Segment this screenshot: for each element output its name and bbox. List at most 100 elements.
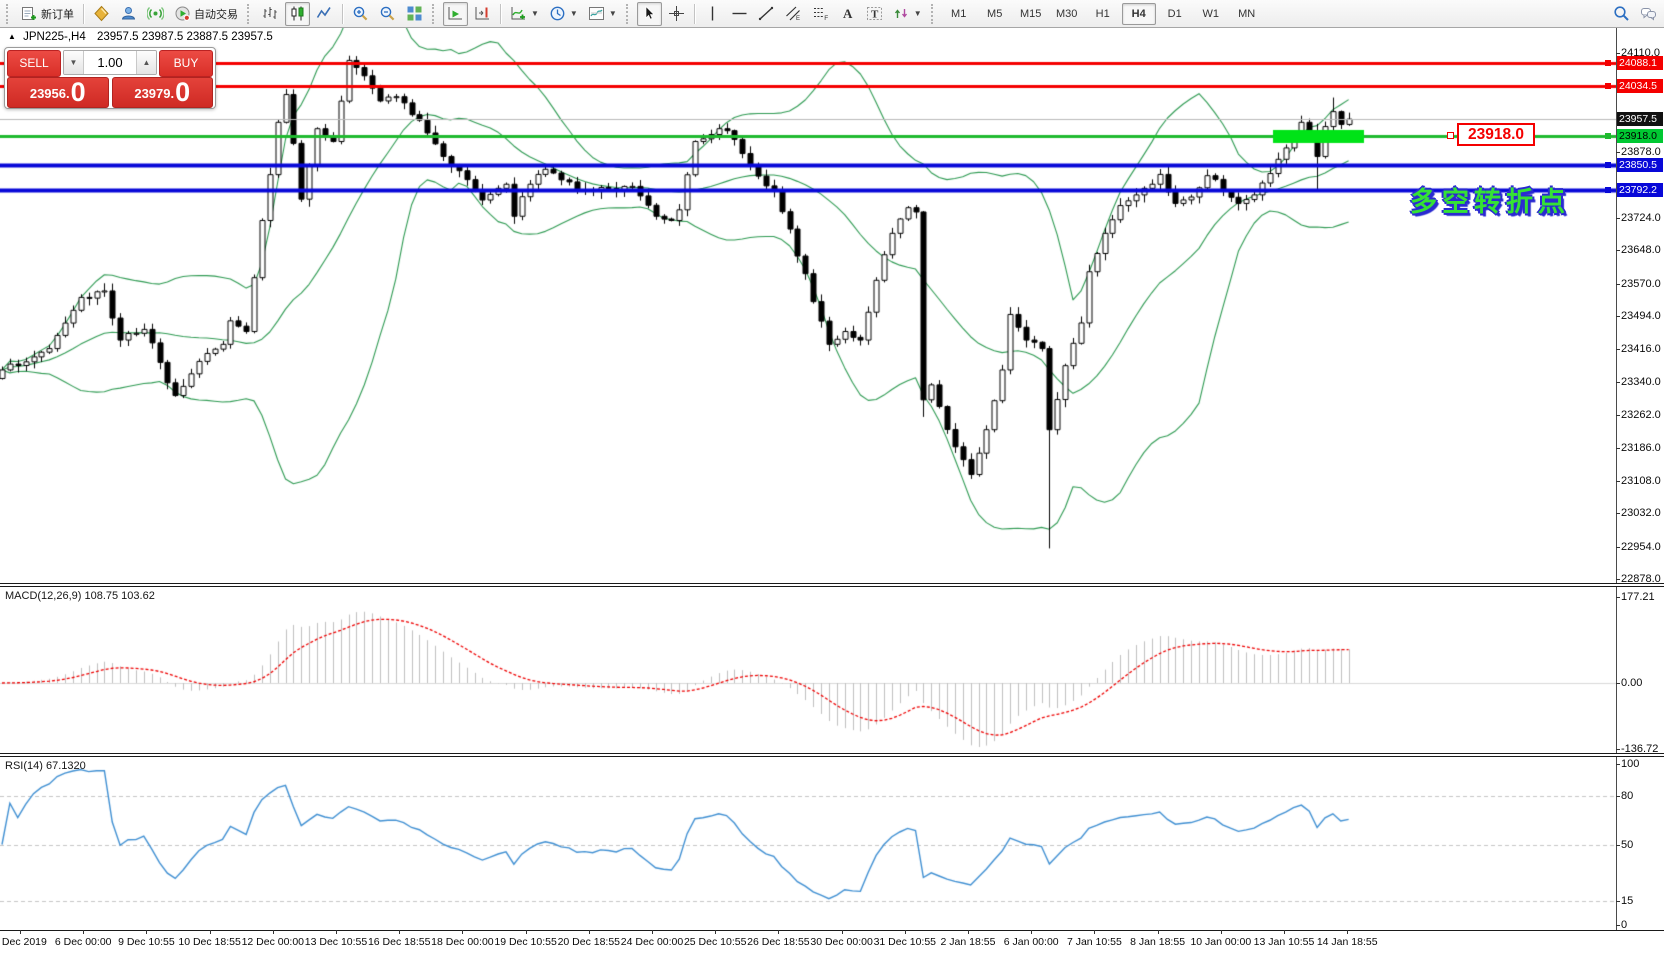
date-tick — [778, 930, 780, 934]
macd-panel-separator[interactable] — [0, 583, 1664, 587]
date-tick — [1094, 930, 1096, 934]
volume-decrease-button[interactable]: ▼ — [64, 51, 84, 74]
timeframe-button-mn[interactable]: MN — [1238, 7, 1256, 20]
horizontal-line-button[interactable] — [727, 2, 752, 26]
zoom-out-button[interactable] — [375, 2, 400, 26]
rsi-tick-label: 15 — [1615, 894, 1634, 907]
autotrade-button[interactable]: 自动交易 — [170, 2, 242, 26]
toolbar-drag-handle[interactable] — [432, 3, 438, 24]
sell-price[interactable]: 23956 . 0 — [7, 77, 109, 108]
timeframe-button-m1[interactable]: M1 — [951, 7, 967, 20]
trendline-button[interactable] — [754, 2, 779, 26]
fibonacci-button[interactable]: F — [808, 2, 833, 26]
linechart-icon — [316, 5, 333, 22]
new-order-button[interactable]: 新订单 — [17, 2, 78, 26]
shapes-icon — [893, 5, 910, 22]
price-tick-label: 22954.0 — [1616, 540, 1661, 553]
toolbar-separator — [693, 3, 695, 24]
text-button[interactable]: A — [835, 2, 860, 26]
clock-icon — [549, 5, 566, 22]
timeframe-button-d1[interactable]: D1 — [1167, 7, 1182, 20]
data-window-button[interactable] — [116, 2, 141, 26]
zoom-out-icon — [379, 5, 396, 22]
hline-end-handle[interactable] — [1605, 132, 1611, 139]
price-tick-label: 23032.0 — [1616, 507, 1661, 520]
vertical-line-button[interactable] — [700, 2, 725, 26]
line-chart-button[interactable] — [312, 2, 337, 26]
date-tick — [652, 930, 653, 934]
collapse-marker-icon[interactable]: ▲ — [8, 32, 16, 41]
macd-panel-canvas[interactable] — [0, 588, 1616, 754]
rsi-panel-canvas[interactable] — [0, 758, 1616, 930]
price-tick-label: 23416.0 — [1616, 343, 1661, 356]
date-label: 31 Dec 10:55 — [873, 936, 937, 948]
date-tick — [1347, 930, 1349, 934]
chat-icon — [1640, 5, 1657, 22]
crosshair-button[interactable] — [664, 2, 689, 26]
macd-tick-label: 177.21 — [1616, 591, 1655, 603]
tile-windows-button[interactable] — [402, 2, 427, 26]
templates-button[interactable]: ▼ — [584, 2, 621, 26]
auto-scroll-button[interactable] — [443, 1, 468, 26]
svg-text:T: T — [871, 9, 879, 21]
macd-tick-label: -136.72 — [1615, 743, 1659, 756]
crosshair-icon — [668, 5, 685, 22]
buy-button[interactable]: BUY — [159, 50, 213, 77]
timeframe-button-m5[interactable]: M5 — [987, 7, 1003, 20]
dropdown-caret-icon[interactable]: ▼ — [569, 9, 578, 18]
horizontal-line-handle[interactable] — [1447, 132, 1454, 139]
timeframe-button-h4[interactable]: H4 — [1121, 2, 1156, 25]
chart-shift-button[interactable] — [470, 2, 495, 26]
toolbar-drag-handle[interactable] — [6, 3, 12, 24]
timeframe-button-w1[interactable]: W1 — [1202, 7, 1219, 20]
date-label: 24 Dec 00:00 — [620, 936, 684, 948]
date-label: 13 Dec 10:55 — [304, 936, 368, 948]
timeframe-button-h1[interactable]: H1 — [1095, 7, 1110, 20]
date-tick — [1157, 930, 1159, 934]
dropdown-caret-icon[interactable]: ▼ — [531, 9, 539, 18]
toolbar-drag-handle[interactable] — [247, 3, 253, 24]
chat-button[interactable] — [1636, 2, 1661, 26]
timeframe-button-m30[interactable]: M30 — [1055, 7, 1078, 20]
signals-button[interactable] — [143, 2, 168, 26]
horizontal-line-price-label[interactable]: 23918.0 — [1457, 123, 1535, 146]
date-label: 14 Jan 18:55 — [1316, 936, 1378, 948]
equidistant-channel-button[interactable]: E — [781, 2, 806, 26]
fibo-icon: F — [812, 5, 829, 22]
toolbar-button-label: 自动交易 — [194, 8, 238, 21]
dropdown-caret-icon[interactable]: ▼ — [913, 9, 922, 18]
candlestick-chart-button[interactable] — [285, 1, 310, 26]
arrows-button[interactable]: ▼ — [889, 2, 926, 26]
date-tick — [209, 930, 211, 934]
bar-chart-button[interactable] — [258, 2, 283, 26]
volume-input[interactable]: 1.00 — [84, 51, 136, 74]
price-badge-red: 24034.5 — [1617, 79, 1663, 94]
zoom-in-button[interactable] — [348, 2, 373, 26]
timeframe-button-m15[interactable]: M15 — [1019, 7, 1042, 20]
hline-end-handle[interactable] — [1605, 60, 1611, 67]
profiles-button[interactable] — [89, 2, 114, 26]
main-chart-canvas[interactable] — [0, 28, 1616, 585]
cursor-button[interactable] — [636, 1, 662, 26]
search-button[interactable] — [1609, 2, 1634, 26]
text-label-button[interactable]: T — [862, 2, 887, 26]
date-tick — [1284, 930, 1285, 934]
periods-button[interactable]: ▼ — [545, 2, 582, 26]
hline-end-handle[interactable] — [1605, 83, 1611, 90]
toolbar-drag-handle[interactable] — [625, 3, 632, 24]
volume-increase-button[interactable]: ▲ — [136, 51, 156, 74]
trend-annotation-text[interactable]: 多空转折点 — [1410, 187, 1570, 217]
toolbar-separator — [500, 3, 501, 24]
sell-button[interactable]: SELL — [7, 50, 61, 77]
toolbar-drag-handle[interactable] — [930, 3, 937, 24]
date-tick — [1031, 930, 1033, 934]
rsi-panel-separator[interactable] — [0, 753, 1664, 757]
price-tick-label: 23262.0 — [1616, 409, 1661, 422]
dropdown-caret-icon[interactable]: ▼ — [608, 9, 617, 18]
hline-end-handle[interactable] — [1605, 186, 1611, 193]
indicators-button[interactable]: ▼ — [506, 2, 543, 26]
macd-label: MACD(12,26,9) 108.75 103.62 — [5, 590, 155, 602]
hline-end-handle[interactable] — [1605, 161, 1611, 168]
buy-price[interactable]: 23979 . 0 — [111, 77, 213, 108]
shift-icon — [474, 5, 491, 22]
